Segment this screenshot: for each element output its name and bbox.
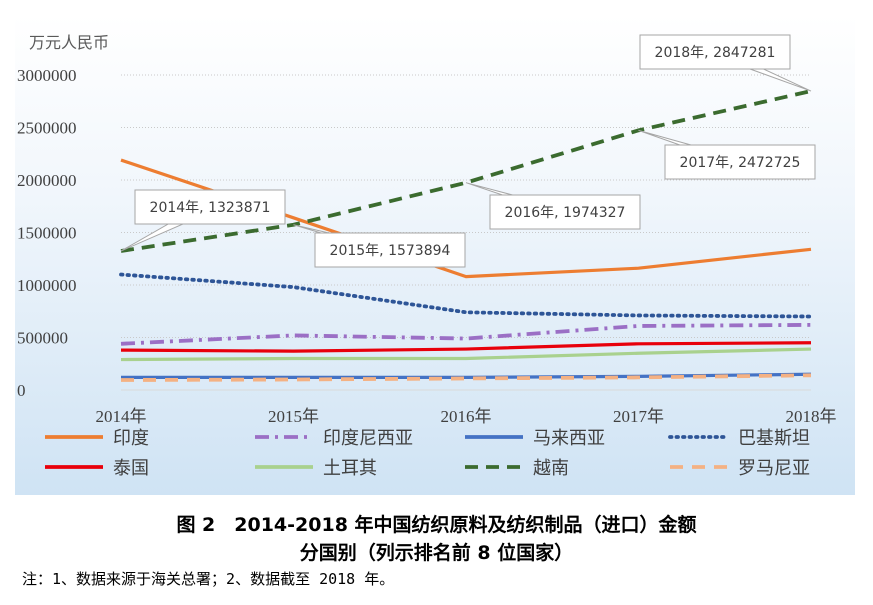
legend-label: 土耳其: [323, 458, 377, 479]
figure-caption-line2: 分国别（列示排名前 8 位国家）: [299, 542, 574, 564]
series-line-土耳其: [120, 347, 812, 362]
y-tick-label: 3000000: [17, 66, 77, 85]
x-tick-label: 2018年: [786, 407, 837, 426]
series-line-巴基斯坦: [119, 272, 813, 319]
x-tick-label: 2017年: [613, 407, 664, 426]
legend-label: 印度尼西亚: [323, 428, 413, 449]
legend-label: 巴基斯坦: [738, 428, 810, 449]
data-label: 2015年, 1573894: [330, 243, 451, 259]
data-label: 2014年, 1323871: [150, 200, 271, 216]
series-line-泰国: [120, 341, 812, 353]
figure-caption-line1: 图 2 2014-2018 年中国纺织原料及纺织制品（进口）金额: [176, 514, 697, 536]
legend-label: 泰国: [113, 458, 149, 479]
series-line-罗马尼亚: [120, 373, 812, 382]
series-line-印度尼西亚: [120, 323, 812, 346]
callout-box: [489, 194, 641, 230]
y-tick-label: 2000000: [17, 171, 77, 190]
legend-label: 印度: [113, 428, 149, 449]
callout-box: [134, 189, 286, 225]
callout-box: [639, 34, 791, 70]
data-label: 2016年, 1974327: [505, 205, 626, 221]
legend-label: 越南: [533, 458, 569, 479]
y-tick-label: 1500000: [17, 224, 77, 243]
y-tick-label: 1000000: [17, 276, 77, 295]
legend-label: 罗马尼亚: [738, 458, 810, 479]
x-tick-label: 2015年: [268, 407, 319, 426]
series-line-越南: [120, 89, 812, 253]
legend-label: 马来西亚: [533, 428, 605, 449]
data-label: 2017年, 2472725: [680, 155, 801, 171]
callout-box: [664, 144, 816, 180]
x-tick-label: 2016年: [441, 407, 492, 426]
y-tick-label: 500000: [17, 329, 68, 348]
footnote: 注：1、数据来源于海关总署；2、数据截至 2018 年。: [22, 570, 395, 588]
chart-area: 万元人民币 3000000 2500000 2000000 1500000 1000000…: [15, 15, 855, 495]
line-chart: 万元人民币 3000000 2500000 2000000 1500000 1000000…: [17, 33, 837, 479]
y-tick-label: 0: [17, 381, 26, 400]
x-tick-label: 2014年: [96, 407, 147, 426]
y-tick-label: 2500000: [17, 119, 77, 138]
data-label: 2018年, 2847281: [655, 45, 776, 61]
y-axis-label: 万元人民币: [29, 33, 109, 52]
series-line-马来西亚: [121, 372, 812, 379]
callout-box: [314, 232, 466, 268]
